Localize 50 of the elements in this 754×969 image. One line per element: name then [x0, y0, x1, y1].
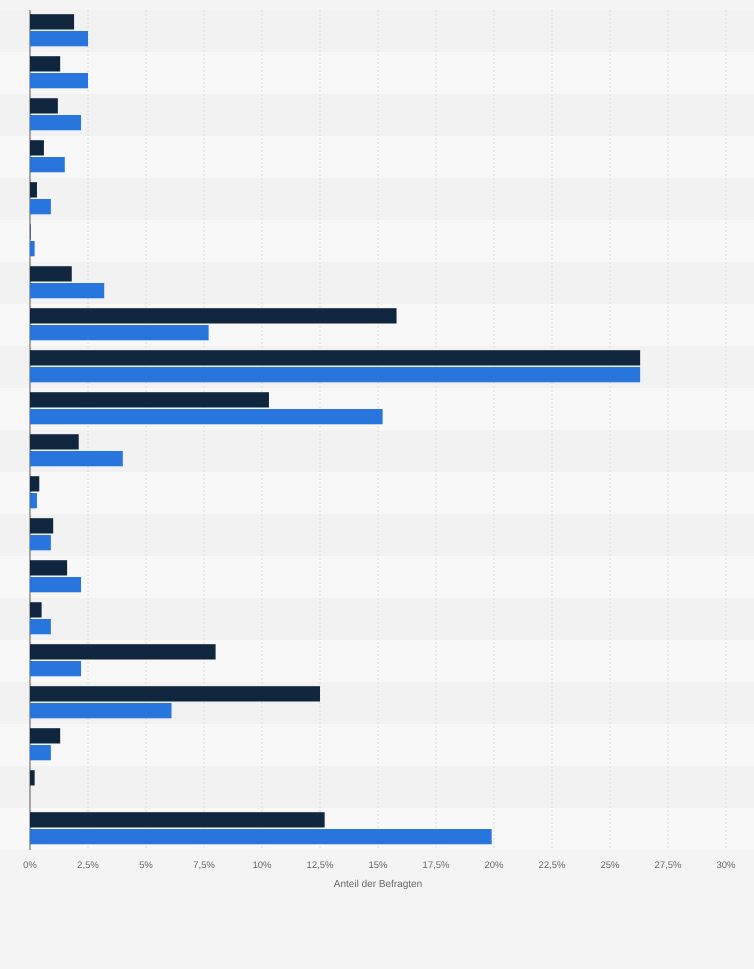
- bar: [30, 602, 42, 618]
- x-tick-label: 7,5%: [193, 860, 216, 871]
- bar: [30, 266, 72, 282]
- bar: [30, 392, 269, 408]
- bar: [30, 308, 397, 324]
- x-tick-label: 12,5%: [306, 860, 334, 871]
- bar: [30, 644, 216, 660]
- bar: [30, 686, 320, 702]
- bar: [30, 560, 68, 576]
- x-tick-label: 27,5%: [654, 860, 682, 871]
- bar: [30, 56, 60, 72]
- bar: [30, 325, 209, 340]
- x-tick-label: 0%: [23, 860, 38, 871]
- bar: [30, 476, 40, 492]
- bar: [30, 98, 58, 114]
- bar: [30, 140, 44, 156]
- bar: [30, 157, 65, 172]
- bar: [30, 770, 35, 786]
- bar: [30, 199, 51, 214]
- bar: [30, 812, 325, 828]
- bar: [30, 577, 82, 592]
- x-tick-label: 2,5%: [77, 860, 100, 871]
- bar: [30, 745, 51, 760]
- x-tick-label: 30%: [716, 860, 736, 871]
- bar: [30, 115, 82, 130]
- x-tick-label: 22,5%: [538, 860, 566, 871]
- bar: [30, 434, 79, 450]
- bar: [30, 829, 492, 844]
- x-tick-label: 5%: [139, 860, 154, 871]
- bar: [30, 241, 35, 256]
- bar: [30, 661, 82, 676]
- x-tick-label: 20%: [484, 860, 504, 871]
- x-tick-label: 17,5%: [422, 860, 450, 871]
- bar: [30, 182, 37, 198]
- bar: [30, 728, 60, 744]
- x-tick-label: 10%: [252, 860, 272, 871]
- bar: [30, 619, 51, 634]
- bar: [30, 409, 383, 424]
- bar: [30, 14, 74, 30]
- bar: [30, 31, 88, 46]
- bar: [30, 73, 88, 88]
- bar: [30, 283, 104, 298]
- x-tick-label: 25%: [600, 860, 620, 871]
- x-tick-label: 15%: [368, 860, 388, 871]
- bar: [30, 451, 123, 466]
- bar: [30, 493, 37, 508]
- bar: [30, 518, 54, 534]
- bar: [30, 535, 51, 550]
- x-axis-title: Anteil der Befragten: [334, 879, 422, 890]
- bar: [30, 703, 172, 718]
